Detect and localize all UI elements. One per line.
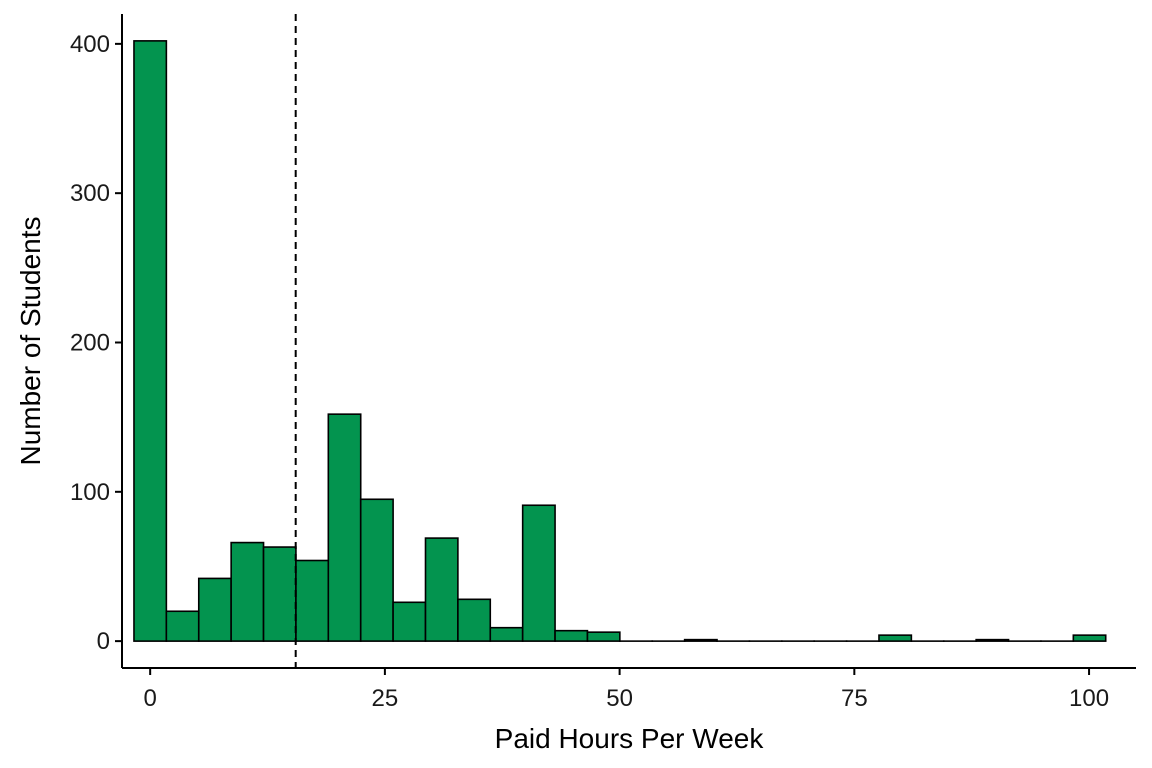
x-tick-label: 25 xyxy=(372,685,399,712)
y-axis-title: Number of Students xyxy=(15,216,46,465)
histogram-bar xyxy=(327,413,362,642)
histogram-bar xyxy=(262,546,297,642)
histogram-bar xyxy=(975,638,1010,642)
histogram-bar xyxy=(424,537,459,642)
y-tick-label: 300 xyxy=(70,180,110,207)
x-tick-label: 75 xyxy=(841,685,868,712)
histogram-bar xyxy=(489,626,524,642)
x-tick-label: 50 xyxy=(606,685,633,712)
y-tick-label: 0 xyxy=(97,628,110,655)
y-tick-label: 400 xyxy=(70,31,110,58)
histogram-bar xyxy=(683,638,718,642)
histogram-bar xyxy=(586,631,621,642)
histogram-bar xyxy=(230,541,265,642)
histogram-bar xyxy=(457,598,492,642)
x-axis-title: Paid Hours Per Week xyxy=(495,723,765,754)
histogram-bar xyxy=(878,634,913,642)
y-axis: 0 100 200 300 400 xyxy=(70,14,123,668)
y-tick-label: 200 xyxy=(70,329,110,356)
x-tick-label: 0 xyxy=(143,685,156,712)
y-tick-label: 100 xyxy=(70,479,110,506)
x-tick-label: 100 xyxy=(1069,685,1109,712)
histogram-bars xyxy=(133,40,1107,642)
histogram-bar xyxy=(359,498,394,642)
histogram-bar xyxy=(1072,634,1107,642)
histogram-bar xyxy=(521,504,556,642)
histogram-bar xyxy=(133,40,168,642)
histogram-bar xyxy=(165,610,200,642)
histogram-bar xyxy=(295,559,330,642)
histogram-bar xyxy=(197,577,232,642)
histogram-bar xyxy=(392,601,427,642)
x-axis: 0 25 50 75 100 xyxy=(122,667,1136,712)
histogram-bar xyxy=(554,629,589,642)
